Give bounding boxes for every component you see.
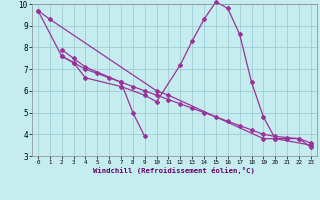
X-axis label: Windchill (Refroidissement éolien,°C): Windchill (Refroidissement éolien,°C) xyxy=(93,167,255,174)
